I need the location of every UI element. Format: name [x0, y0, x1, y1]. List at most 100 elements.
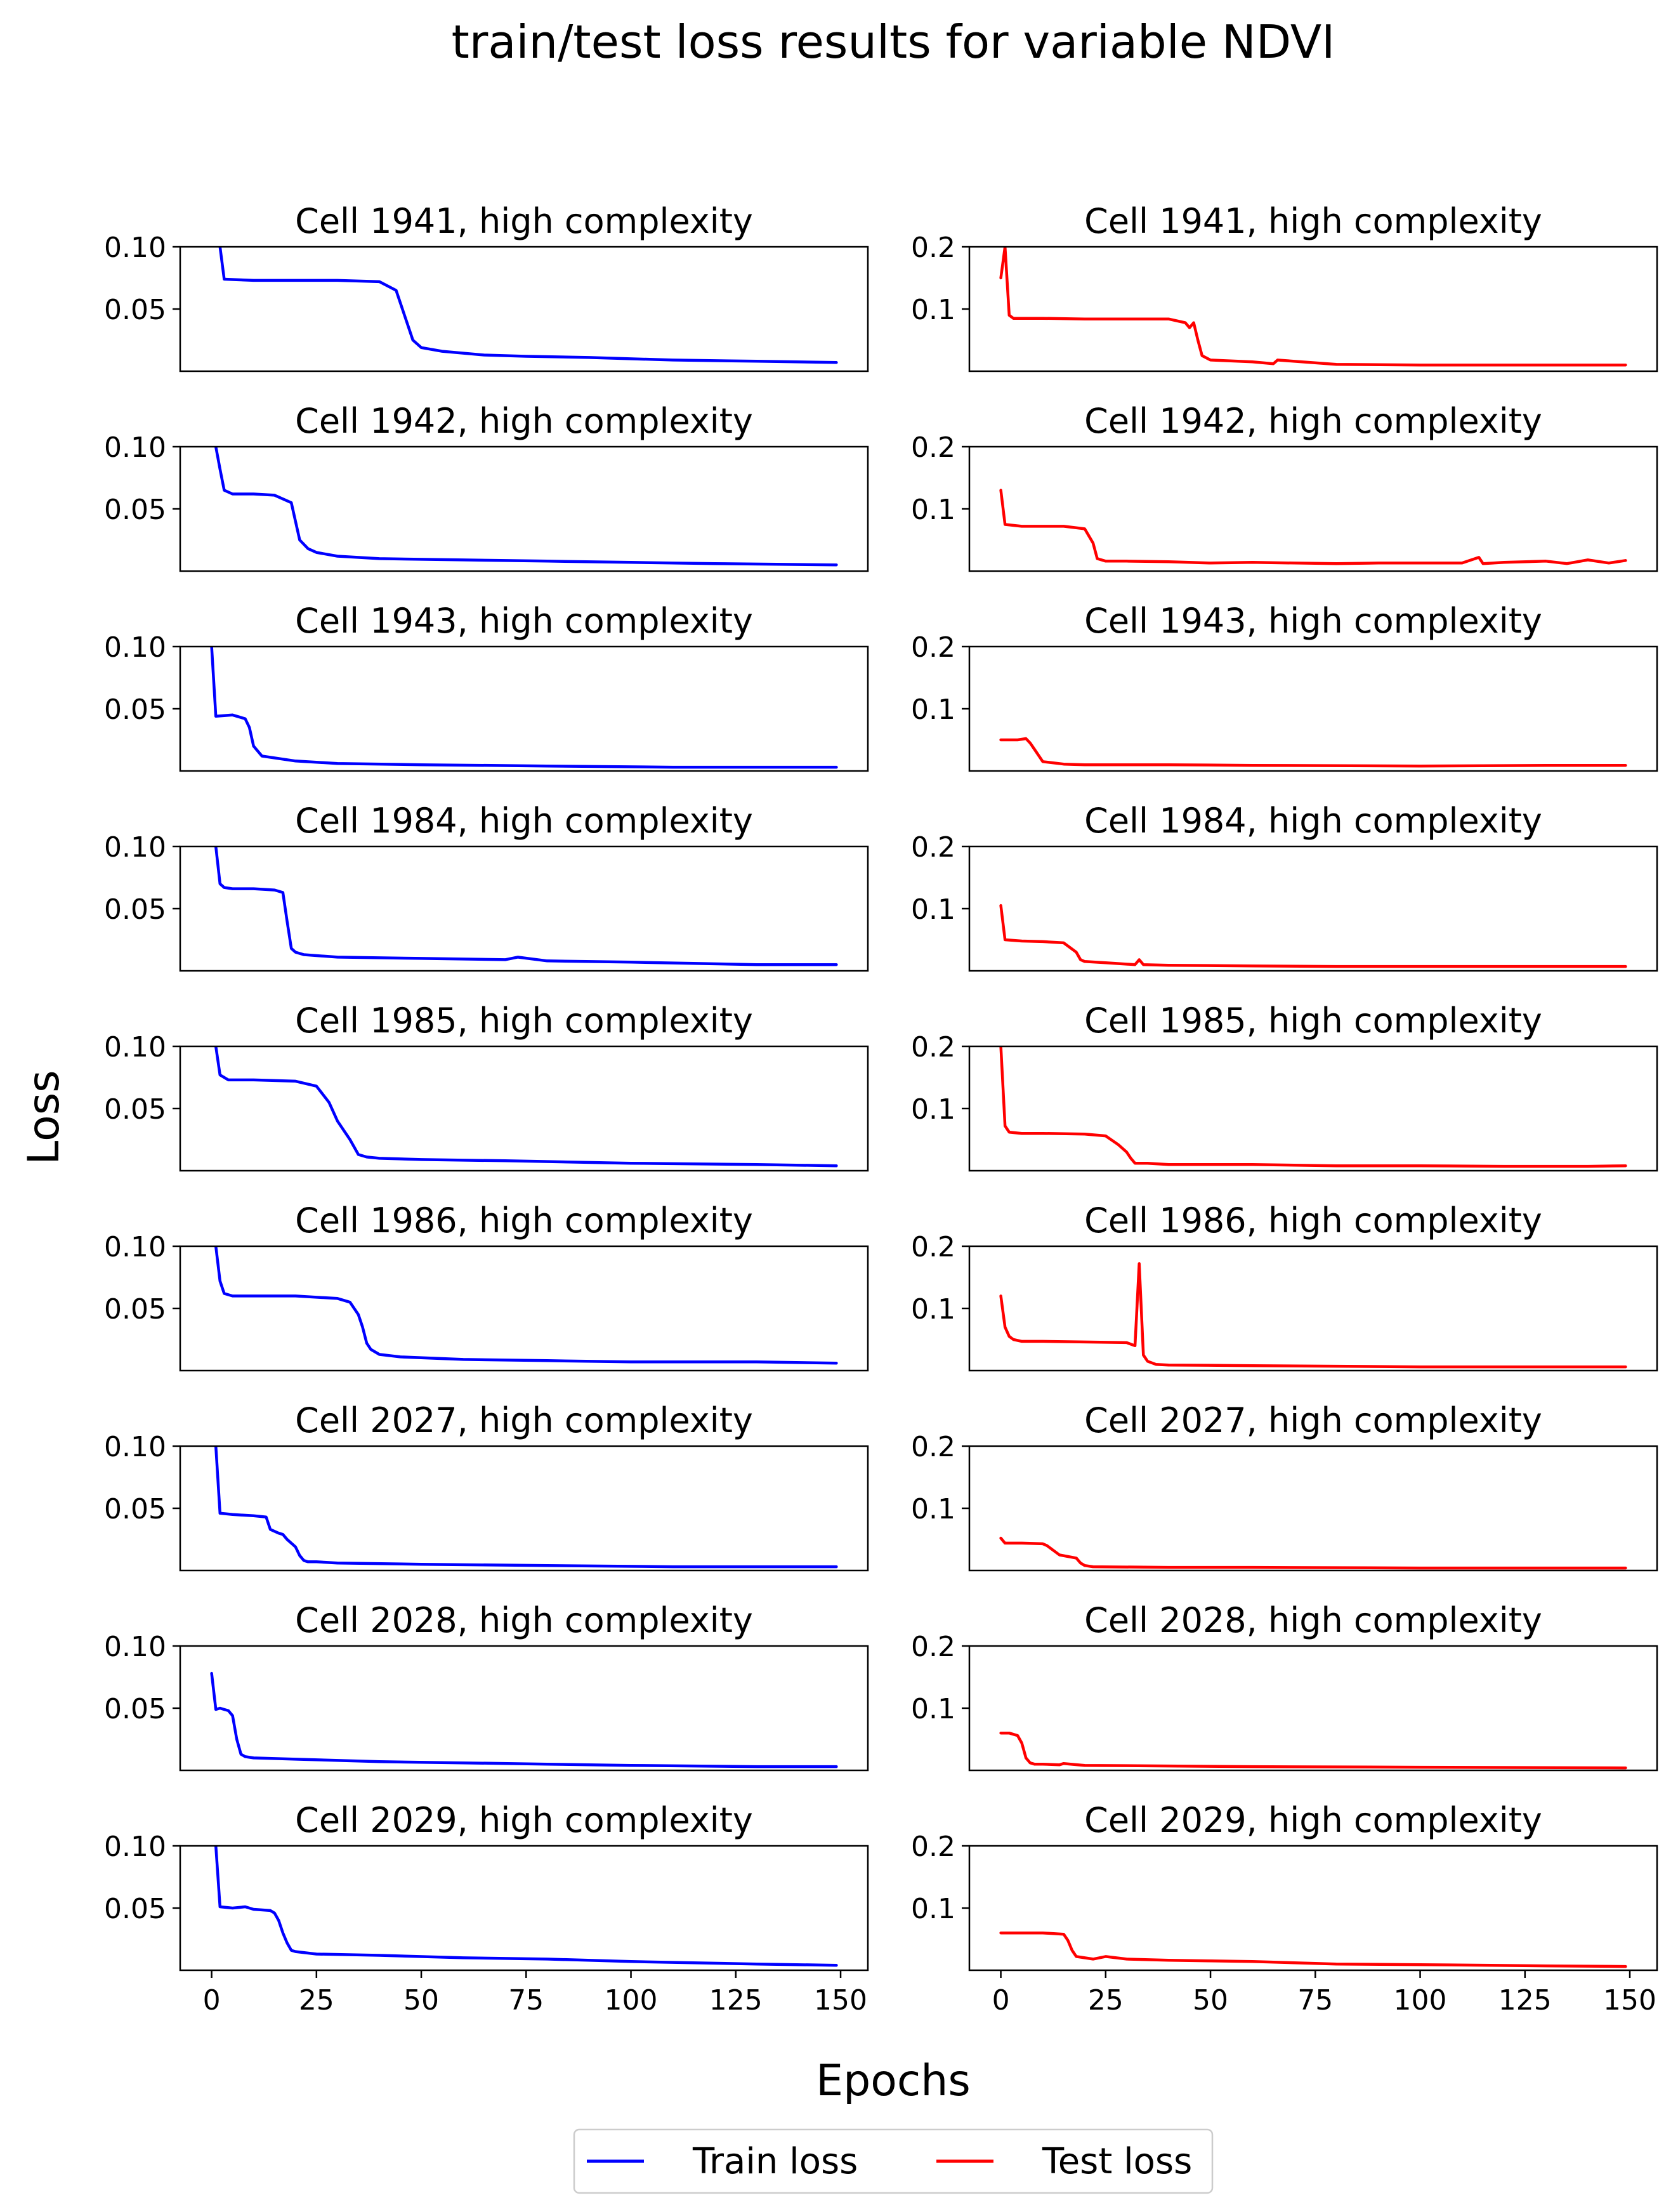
y-tick-label: 0.2: [911, 1431, 955, 1463]
y-tick-label: 0.1: [911, 1693, 955, 1725]
panel-title: Cell 2029, high complexity: [1084, 1800, 1542, 1840]
x-tick-label: 150: [814, 1984, 867, 2017]
test-loss-line: [999, 1931, 1627, 1968]
panel-test: Cell 2028, high complexity 0.1 0.2: [911, 1600, 1658, 1772]
panel-title: Cell 1943, high complexity: [1084, 601, 1542, 641]
panel-train: Cell 1985, high complexity 0.05 0.10: [104, 1001, 869, 1172]
panel-train: Cell 1984, high complexity 0.05 0.10: [104, 801, 869, 972]
train-loss-line: [214, 1446, 838, 1569]
y-tick-label: 0.1: [911, 294, 955, 326]
panel-train: Cell 1942, high complexity 0.05 0.10: [104, 401, 869, 572]
test-loss-line: [999, 737, 1627, 768]
y-tick-label: 0.1: [911, 694, 955, 726]
y-tick-label: 0.05: [104, 494, 166, 526]
panel-train: Cell 1986, high complexity 0.05 0.10: [104, 1201, 869, 1372]
y-tick-label: 0.10: [104, 1431, 166, 1463]
train-loss-line: [214, 1846, 838, 1967]
y-tick-label: 0.2: [911, 831, 955, 864]
x-axis-label: Epochs: [816, 2056, 971, 2106]
panel-title: Cell 1986, high complexity: [295, 1201, 753, 1241]
x-tick-label: 25: [299, 1984, 334, 2017]
y-tick-label: 0.2: [911, 1831, 955, 1863]
panel-title: Cell 1941, high complexity: [295, 201, 753, 241]
y-tick-label: 0.10: [104, 431, 166, 464]
x-tick-label: 100: [605, 1984, 658, 2017]
legend-train-label: Train loss: [692, 2141, 858, 2182]
panel-title: Cell 1943, high complexity: [295, 601, 753, 641]
y-tick-label: 0.1: [911, 893, 955, 926]
legend: Train loss Test loss: [573, 2128, 1214, 2194]
panel-title: Cell 1986, high complexity: [1084, 1201, 1542, 1241]
panel-test: Cell 1984, high complexity 0.1 0.2: [911, 801, 1658, 972]
y-tick-label: 0.05: [104, 1093, 166, 1126]
x-tick-label: 125: [709, 1984, 763, 2017]
y-tick-label: 0.2: [911, 232, 955, 264]
y-tick-label: 0.10: [104, 831, 166, 864]
y-axis-label: Loss: [19, 1070, 69, 1164]
y-tick-label: 0.05: [104, 694, 166, 726]
train-loss-line: [214, 1046, 838, 1168]
panel-test: Cell 2029, high complexity 0.1 0.2 0 25 50 75 1…: [911, 1800, 1658, 2017]
y-tick-label: 0.05: [104, 294, 166, 326]
panel-test: Cell 1986, high complexity 0.1 0.2: [911, 1201, 1658, 1372]
x-tick-label: 150: [1603, 1984, 1656, 2017]
y-tick-label: 0.1: [911, 1493, 955, 1525]
y-tick-label: 0.05: [104, 1693, 166, 1725]
y-tick-label: 0.10: [104, 1031, 166, 1063]
test-loss-line: [999, 1046, 1627, 1168]
y-tick-label: 0.2: [911, 1031, 955, 1063]
panel-test: Cell 1985, high complexity 0.1 0.2: [911, 1001, 1658, 1172]
test-loss-line: [999, 1536, 1627, 1570]
figure-title: train/test loss results for variable NDV…: [452, 15, 1335, 69]
panel-test: Cell 1942, high complexity 0.1 0.2: [911, 401, 1658, 572]
y-tick-label: 0.2: [911, 431, 955, 464]
y-tick-label: 0.05: [104, 1293, 166, 1326]
train-loss-line: [214, 846, 838, 966]
test-loss-line: [999, 904, 1627, 968]
panel-title: Cell 2028, high complexity: [295, 1600, 753, 1640]
x-tick-label: 25: [1088, 1984, 1124, 2017]
panel-train: Cell 2029, high complexity 0.05 0.10 0 25 50 7…: [104, 1800, 869, 2017]
y-tick-label: 0.05: [104, 893, 166, 926]
panel-train: Cell 2027, high complexity 0.05 0.10: [104, 1400, 869, 1572]
x-tick-label: 0: [203, 1984, 221, 2017]
legend-test-label: Test loss: [1042, 2141, 1192, 2182]
panel-train: Cell 2028, high complexity 0.05 0.10: [104, 1600, 869, 1772]
panel-title: Cell 2027, high complexity: [1084, 1400, 1542, 1440]
panel-title: Cell 2028, high complexity: [1084, 1600, 1542, 1640]
panel-test: Cell 1941, high complexity 0.1 0.2: [911, 201, 1658, 372]
panel-title: Cell 1941, high complexity: [1084, 201, 1542, 241]
x-tick-label: 50: [403, 1984, 439, 2017]
panel-title: Cell 1942, high complexity: [295, 401, 753, 441]
y-tick-label: 0.2: [911, 1631, 955, 1663]
y-tick-label: 0.1: [911, 1093, 955, 1126]
panel-train: Cell 1941, high complexity 0.05 0.10: [104, 201, 869, 372]
panel-title: Cell 2029, high complexity: [295, 1800, 753, 1840]
panel-title: Cell 1942, high complexity: [1084, 401, 1542, 441]
train-loss-line: [210, 647, 838, 769]
y-tick-label: 0.10: [104, 1831, 166, 1863]
panel-title: Cell 1984, high complexity: [1084, 801, 1542, 841]
y-tick-label: 0.1: [911, 494, 955, 526]
y-tick-label: 0.10: [104, 1631, 166, 1663]
x-tick-label: 100: [1394, 1984, 1447, 2017]
y-tick-label: 0.10: [104, 1231, 166, 1263]
x-tick-label: 125: [1498, 1984, 1552, 2017]
test-loss-line: [999, 1731, 1627, 1770]
train-loss-line: [218, 247, 838, 364]
x-tick-label: 50: [1193, 1984, 1228, 2017]
x-tick-label: 75: [1297, 1984, 1333, 2017]
test-loss-line: [999, 489, 1627, 565]
panel-title: Cell 1985, high complexity: [295, 1001, 753, 1041]
panel-test: Cell 2027, high complexity 0.1 0.2: [911, 1400, 1658, 1572]
y-tick-label: 0.1: [911, 1893, 955, 1925]
panel-train: Cell 1943, high complexity 0.05 0.10: [104, 601, 869, 772]
train-loss-line: [214, 1246, 838, 1365]
y-tick-label: 0.05: [104, 1493, 166, 1525]
train-loss-line: [214, 447, 838, 567]
y-tick-label: 0.2: [911, 631, 955, 664]
x-tick-label: 75: [508, 1984, 544, 2017]
